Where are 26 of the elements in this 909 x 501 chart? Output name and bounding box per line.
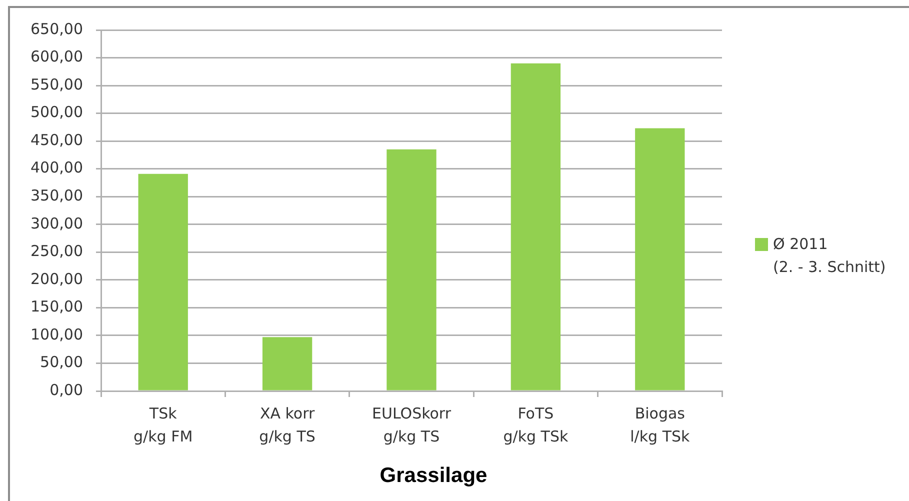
y-tick-label: 400,00	[30, 158, 83, 177]
y-tick-label: 150,00	[30, 298, 83, 316]
bar	[510, 63, 561, 390]
bar	[386, 149, 436, 390]
x-tick-label: Biogas l/kg TSk	[630, 404, 690, 446]
x-tick-label: EULOSkorr g/kg TS	[372, 404, 452, 446]
y-tick-label: 350,00	[30, 186, 83, 205]
y-tick-label: 550,00	[30, 75, 83, 94]
y-tick-label: 0,00	[50, 380, 83, 399]
x-tick-label: XA korr g/kg TS	[259, 404, 316, 446]
y-tick-label: 50,00	[40, 353, 83, 372]
y-tick-label: 450,00	[30, 130, 83, 149]
y-tick-label: 100,00	[30, 325, 83, 344]
bar	[138, 174, 188, 390]
y-tick-label: 250,00	[30, 242, 83, 260]
legend-label: Ø 2011 (2. - 3. Schnitt)	[773, 234, 886, 278]
y-tick-label: 500,00	[30, 103, 83, 122]
bar	[635, 128, 685, 390]
y-tick-label: 300,00	[30, 214, 83, 232]
y-tick-label: 600,00	[30, 48, 83, 66]
x-tick-label: TSk g/kg FM	[134, 404, 193, 446]
x-axis-title: Grassilage	[380, 464, 488, 487]
x-tick-label: FoTS g/kg TSk	[503, 404, 568, 446]
y-tick-label: 650,00	[30, 20, 83, 38]
y-tick-label: 200,00	[30, 270, 83, 288]
bar	[262, 337, 312, 390]
